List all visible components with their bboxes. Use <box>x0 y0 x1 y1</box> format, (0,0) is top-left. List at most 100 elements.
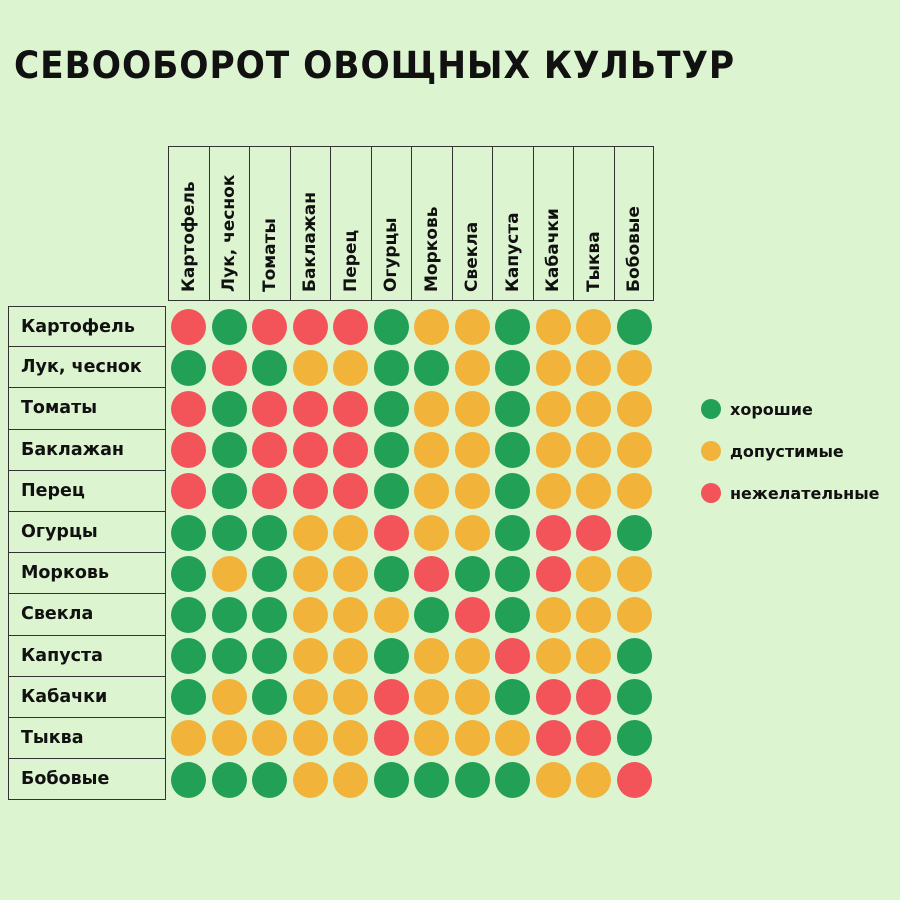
rating-dot-y <box>535 761 571 798</box>
column-header-label: Перец <box>340 229 361 292</box>
rating-dot-y <box>616 390 652 427</box>
rating-dot-g <box>171 679 206 716</box>
rating-dot-g <box>495 390 530 427</box>
rating-dot-y <box>576 555 611 592</box>
rating-dot-y <box>333 514 368 551</box>
rating-dot-r <box>252 308 287 345</box>
compatibility-grid <box>171 306 657 800</box>
rating-dot-r <box>211 349 247 386</box>
legend-item: допустимые <box>701 430 880 472</box>
rating-dot-r <box>333 308 368 345</box>
column-header: Бобовые <box>613 147 654 301</box>
column-header: Баклажан <box>289 147 330 301</box>
legend-label: допустимые <box>730 441 844 461</box>
rating-dot-g <box>171 761 206 798</box>
rating-dot-y <box>576 473 611 510</box>
rating-dot-r <box>292 432 328 469</box>
grid-row <box>171 636 657 677</box>
rating-dot-y <box>333 638 368 675</box>
rating-dot-g <box>414 349 449 386</box>
column-header-label: Томаты <box>259 218 280 292</box>
rating-dot-y <box>535 473 571 510</box>
rating-dot-r <box>171 308 206 345</box>
rating-dot-y <box>576 432 611 469</box>
rating-dot-y <box>292 555 328 592</box>
rating-dot-r <box>576 679 611 716</box>
rating-dot-y <box>535 308 571 345</box>
grid-row <box>171 347 657 388</box>
rating-dot-g <box>211 473 247 510</box>
grid-row <box>171 306 657 347</box>
legend-dot-icon <box>701 483 721 503</box>
rating-dot-g <box>454 555 490 592</box>
column-header-label: Тыква <box>583 231 604 292</box>
column-header: Томаты <box>249 147 290 301</box>
rating-dot-g <box>495 679 530 716</box>
rating-dot-g <box>211 638 247 675</box>
rating-dot-g <box>616 638 652 675</box>
rating-dot-y <box>414 679 449 716</box>
rating-dot-g <box>252 761 287 798</box>
rating-dot-g <box>616 514 652 551</box>
rating-dot-g <box>495 514 530 551</box>
rating-dot-y <box>292 349 328 386</box>
rating-dot-y <box>252 720 287 757</box>
rating-dot-y <box>576 596 611 633</box>
rating-dot-y <box>211 720 247 757</box>
rating-dot-g <box>373 432 409 469</box>
rating-dot-y <box>414 473 449 510</box>
grid-row <box>171 594 657 635</box>
column-header: Картофель <box>168 147 209 301</box>
rating-dot-g <box>171 638 206 675</box>
rating-dot-y <box>414 514 449 551</box>
rating-dot-r <box>535 720 571 757</box>
rating-dot-y <box>535 596 571 633</box>
rating-dot-g <box>495 473 530 510</box>
rating-dot-y <box>292 638 328 675</box>
rating-dot-r <box>373 720 409 757</box>
rating-dot-r <box>454 596 490 633</box>
rating-dot-y <box>292 679 328 716</box>
column-header-label: Капуста <box>502 212 523 292</box>
column-header: Перец <box>330 147 371 301</box>
rating-dot-y <box>292 514 328 551</box>
rating-dot-y <box>454 349 490 386</box>
rating-dot-y <box>616 432 652 469</box>
column-header: Кабачки <box>532 147 573 301</box>
rating-dot-g <box>211 761 247 798</box>
rating-dot-y <box>576 761 611 798</box>
column-header: Морковь <box>411 147 452 301</box>
legend-dot-icon <box>701 441 721 461</box>
rating-dot-r <box>333 473 368 510</box>
row-header: Капуста <box>8 635 166 677</box>
rating-dot-y <box>414 432 449 469</box>
rating-dot-r <box>333 432 368 469</box>
rating-dot-y <box>333 555 368 592</box>
rating-dot-r <box>616 761 652 798</box>
rating-dot-y <box>454 390 490 427</box>
rating-dot-r <box>292 390 328 427</box>
rating-dot-y <box>454 432 490 469</box>
rating-dot-r <box>171 473 206 510</box>
row-header: Перец <box>8 470 166 512</box>
rating-dot-g <box>252 514 287 551</box>
rating-dot-y <box>535 638 571 675</box>
rating-dot-g <box>414 761 449 798</box>
rating-dot-r <box>252 390 287 427</box>
legend-dot-icon <box>701 399 721 419</box>
rating-dot-y <box>535 432 571 469</box>
grid-row <box>171 553 657 594</box>
column-header: Лук, чеснок <box>208 147 249 301</box>
rating-dot-g <box>616 679 652 716</box>
rating-dot-r <box>576 514 611 551</box>
legend-item: хорошие <box>701 388 880 430</box>
rating-dot-y <box>616 555 652 592</box>
rating-dot-y <box>576 349 611 386</box>
column-header-label: Морковь <box>421 206 442 293</box>
rating-dot-y <box>495 720 530 757</box>
rating-dot-g <box>171 514 206 551</box>
rating-dot-g <box>252 679 287 716</box>
grid-row <box>171 430 657 471</box>
column-header-label: Баклажан <box>300 191 321 292</box>
row-header: Лук, чеснок <box>8 347 166 389</box>
